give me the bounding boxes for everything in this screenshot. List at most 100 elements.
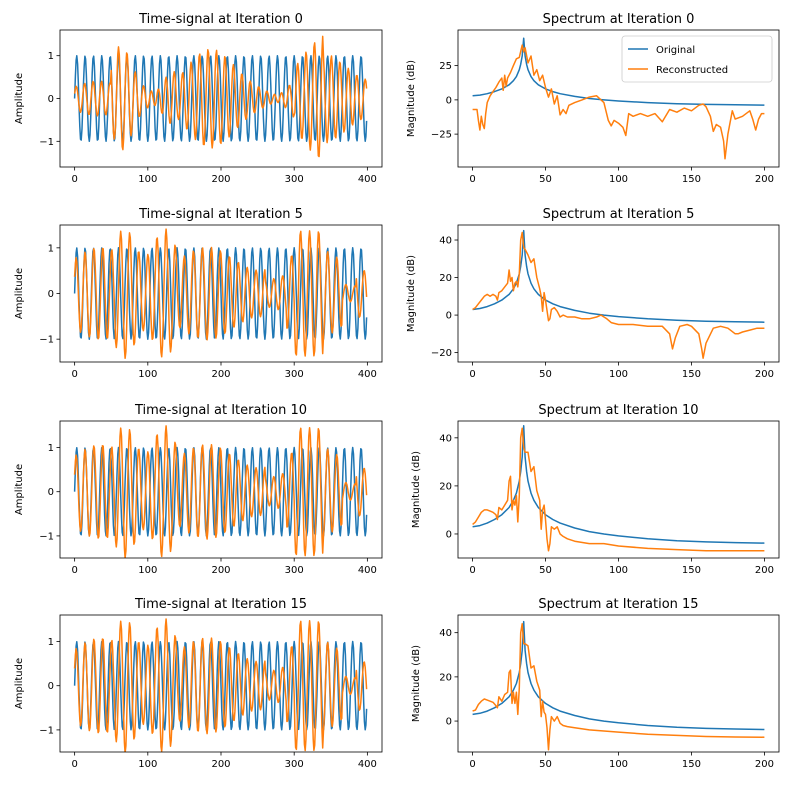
series-line-reconstructed — [472, 427, 765, 552]
x-tick-label: 200 — [755, 174, 774, 185]
panel-title: Time-signal at Iteration 0 — [138, 12, 303, 27]
x-tick-label: 100 — [609, 759, 628, 770]
series-line-original — [472, 620, 765, 731]
y-tick-label: 0 — [48, 289, 54, 300]
y-axis-label: Amplitude — [14, 464, 25, 515]
series-line-reconstructed — [472, 231, 765, 359]
panel-spec-5: 0 50 100 150 200 −20 0 20 40 Spectrum at Iteratio… — [406, 207, 780, 380]
panel-title: Time-signal at Iteration 5 — [138, 207, 303, 222]
panel-title: Spectrum at Iteration 10 — [538, 403, 698, 418]
panel-title: Spectrum at Iteration 5 — [543, 207, 695, 222]
x-tick-label: 150 — [682, 369, 701, 380]
x-tick-label: 100 — [138, 369, 157, 380]
x-tick-label: 200 — [211, 174, 230, 185]
x-tick-label: 100 — [609, 174, 628, 185]
panel-time-0: 0 100 200 300 400 −1 0 1 Time-signal at Iteratio… — [14, 12, 383, 185]
x-tick-label: 50 — [539, 174, 552, 185]
x-tick-label: 200 — [755, 565, 774, 576]
panel-title: Spectrum at Iteration 0 — [543, 12, 695, 27]
y-tick-label: 20 — [439, 273, 452, 284]
series-line-original — [472, 229, 765, 323]
panel-spec-0: 0 50 100 150 200 −25 0 25 Spectrum at Iteration … — [406, 12, 780, 185]
y-axis-label: Amplitude — [14, 73, 25, 124]
panel-title: Spectrum at Iteration 15 — [538, 597, 698, 612]
x-tick-label: 0 — [71, 174, 77, 185]
y-tick-label: −1 — [39, 725, 54, 736]
x-tick-label: 100 — [138, 565, 157, 576]
x-tick-label: 200 — [755, 759, 774, 770]
panel-title: Time-signal at Iteration 15 — [134, 597, 307, 612]
x-tick-label: 0 — [469, 759, 475, 770]
y-axis-label: Magnitude (dB) — [406, 255, 417, 332]
axes-frame — [457, 224, 780, 363]
x-tick-label: 150 — [682, 565, 701, 576]
x-tick-label: 150 — [682, 174, 701, 185]
y-tick-label: −1 — [39, 137, 54, 148]
x-tick-label: 100 — [138, 174, 157, 185]
series-line-original — [73, 54, 368, 143]
legend-label-reconstructed: Reconstructed — [656, 65, 728, 76]
x-tick-label: 200 — [211, 565, 230, 576]
y-axis-label: Amplitude — [14, 268, 25, 319]
series-line-original — [472, 425, 765, 544]
y-tick-label: 1 — [48, 637, 54, 648]
y-tick-label: 1 — [48, 51, 54, 62]
y-tick-label: 40 — [439, 628, 452, 639]
x-tick-label: 0 — [469, 369, 475, 380]
x-tick-label: 0 — [71, 565, 77, 576]
y-tick-label: 0 — [48, 681, 54, 692]
y-tick-label: −1 — [39, 531, 54, 542]
y-tick-label: 1 — [48, 243, 54, 254]
x-tick-label: 400 — [358, 759, 377, 770]
y-tick-label: 0 — [446, 95, 452, 106]
x-tick-label: 0 — [469, 174, 475, 185]
panel-spec-15: 0 50 100 150 200 0 20 40 Spectrum at Iteration 1… — [411, 597, 780, 770]
x-tick-label: 200 — [211, 759, 230, 770]
x-tick-label: 300 — [285, 369, 304, 380]
x-tick-label: 300 — [285, 759, 304, 770]
x-tick-label: 300 — [285, 565, 304, 576]
x-tick-label: 400 — [358, 565, 377, 576]
series-line-reconstructed — [73, 618, 368, 752]
panel-time-5: 0 100 200 300 400 −1 0 1 Time-signal at Iteratio… — [14, 207, 383, 380]
x-tick-label: 0 — [71, 369, 77, 380]
y-tick-label: 0 — [446, 717, 452, 728]
series-line-reconstructed — [73, 425, 368, 558]
panel-time-15: 0 100 200 300 400 −1 0 1 Time-signal at Iteratio… — [14, 597, 383, 770]
y-tick-label: −20 — [431, 348, 452, 359]
panel-title: Time-signal at Iteration 10 — [134, 403, 307, 418]
x-tick-label: 100 — [609, 565, 628, 576]
x-tick-label: 300 — [285, 174, 304, 185]
series-line-original — [472, 37, 765, 106]
y-tick-label: 20 — [439, 672, 452, 683]
y-tick-label: 0 — [48, 94, 54, 105]
y-tick-label: 25 — [439, 61, 452, 72]
x-tick-label: 100 — [609, 369, 628, 380]
x-tick-label: 150 — [682, 759, 701, 770]
legend-box — [621, 35, 773, 83]
x-tick-label: 0 — [71, 759, 77, 770]
axes-frame — [457, 420, 780, 559]
x-tick-label: 50 — [539, 565, 552, 576]
x-tick-label: 400 — [358, 174, 377, 185]
x-tick-label: 50 — [539, 759, 552, 770]
y-tick-label: 0 — [446, 529, 452, 540]
y-tick-label: 40 — [439, 433, 452, 444]
series-line-reconstructed — [472, 44, 765, 160]
y-axis-label: Magnitude (dB) — [411, 645, 422, 722]
panel-time-10: 0 100 200 300 400 −1 0 1 Time-signal at Iteratio… — [14, 403, 383, 576]
y-tick-label: −1 — [39, 335, 54, 346]
series-line-reconstructed — [472, 623, 765, 751]
panel-spec-10: 0 50 100 150 200 0 20 40 Spectrum at Iteration 1… — [411, 403, 780, 576]
legend-label-original: Original — [656, 45, 695, 56]
y-tick-label: 1 — [48, 443, 54, 454]
y-axis-label: Magnitude (dB) — [411, 451, 422, 528]
x-tick-label: 400 — [358, 369, 377, 380]
series-line-reconstructed — [73, 228, 368, 360]
y-tick-label: 20 — [439, 481, 452, 492]
y-tick-label: −25 — [431, 130, 452, 141]
legend: Original Reconstructed — [621, 35, 773, 83]
y-axis-label: Amplitude — [14, 658, 25, 709]
series-line-reconstructed — [73, 35, 368, 158]
